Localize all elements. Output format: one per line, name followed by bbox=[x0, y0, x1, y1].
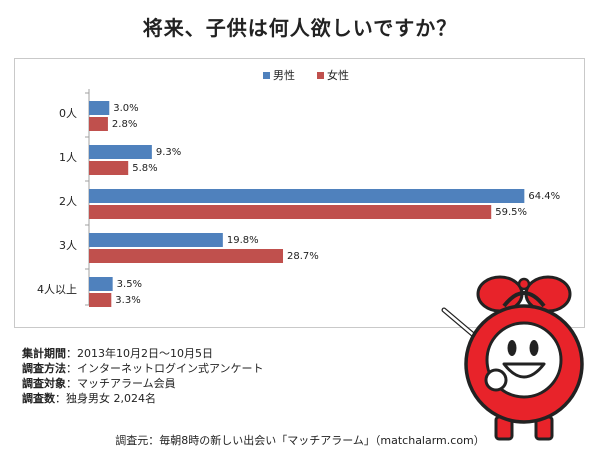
bar-male bbox=[89, 145, 152, 159]
note-method: 調査方法：インターネットログイン式アンケート bbox=[22, 361, 264, 376]
note-label: 調査数 bbox=[22, 392, 55, 405]
data-label: 19.8% bbox=[227, 235, 259, 246]
data-label: 64.4% bbox=[528, 191, 560, 202]
note-separator: ： bbox=[66, 347, 77, 360]
note-separator: ： bbox=[55, 392, 66, 405]
plot-frame: 男性 女性 0人 3.0% 2.8% 1人 9.3% 5.8% 2人 64.4% 59.5% 3人 19… bbox=[14, 58, 585, 328]
bar-female bbox=[89, 293, 112, 307]
data-label: 5.8% bbox=[132, 163, 157, 174]
bar-female bbox=[89, 249, 284, 263]
note-label: 集計期間 bbox=[22, 347, 66, 360]
note-separator: ： bbox=[66, 377, 77, 390]
source-footer: 調査元：毎朝8時の新しい出会い「マッチアラーム」（matchalarm.com） bbox=[115, 434, 485, 447]
bar-male bbox=[89, 277, 113, 291]
category-label: 3人 bbox=[59, 239, 77, 252]
note-value: マッチアラーム会員 bbox=[77, 377, 176, 390]
legend-label: 男性 bbox=[273, 68, 295, 82]
legend-swatch-male bbox=[263, 72, 270, 79]
data-label: 9.3% bbox=[156, 147, 181, 158]
data-label: 28.7% bbox=[287, 251, 319, 262]
data-label: 2.8% bbox=[112, 119, 137, 130]
bar-female bbox=[89, 161, 129, 175]
bar-female bbox=[89, 205, 492, 219]
category-label: 1人 bbox=[59, 151, 77, 164]
note-count: 調査数：独身男女 2,024名 bbox=[22, 391, 264, 406]
note-value: 2013年10月2日〜10月5日 bbox=[77, 347, 213, 360]
category-label: 0人 bbox=[59, 107, 77, 120]
note-value: インターネットログイン式アンケート bbox=[77, 362, 264, 375]
note-target: 調査対象：マッチアラーム会員 bbox=[22, 376, 264, 391]
note-separator: ： bbox=[66, 362, 77, 375]
note-period: 集計期間：2013年10月2日〜10月5日 bbox=[22, 346, 264, 361]
bar-male bbox=[89, 189, 525, 203]
survey-notes: 集計期間：2013年10月2日〜10月5日 調査方法：インターネットログイン式ア… bbox=[22, 346, 264, 406]
legend-swatch-female bbox=[317, 72, 324, 79]
note-value: 独身男女 2,024名 bbox=[66, 392, 156, 405]
legend-label: 女性 bbox=[327, 68, 349, 82]
data-label: 3.0% bbox=[113, 103, 138, 114]
data-label: 3.3% bbox=[115, 295, 140, 306]
bar-male bbox=[89, 101, 110, 115]
data-label: 59.5% bbox=[495, 207, 527, 218]
note-label: 調査方法 bbox=[22, 362, 66, 375]
chart-title: 将来、子供は何人欲しいですか？ bbox=[142, 16, 458, 40]
bar-chart: 男性 女性 0人 3.0% 2.8% 1人 9.3% 5.8% 2人 64.4%59.5% 3人 19… bbox=[37, 68, 560, 307]
category-label: 4人以上 bbox=[37, 283, 77, 296]
bar-female bbox=[89, 117, 108, 131]
alarm-clock-mascot-icon bbox=[441, 275, 584, 441]
data-label: 3.5% bbox=[117, 279, 142, 290]
bar-male bbox=[89, 233, 223, 247]
category-label: 2人 bbox=[59, 195, 77, 208]
note-label: 調査対象 bbox=[22, 377, 66, 390]
